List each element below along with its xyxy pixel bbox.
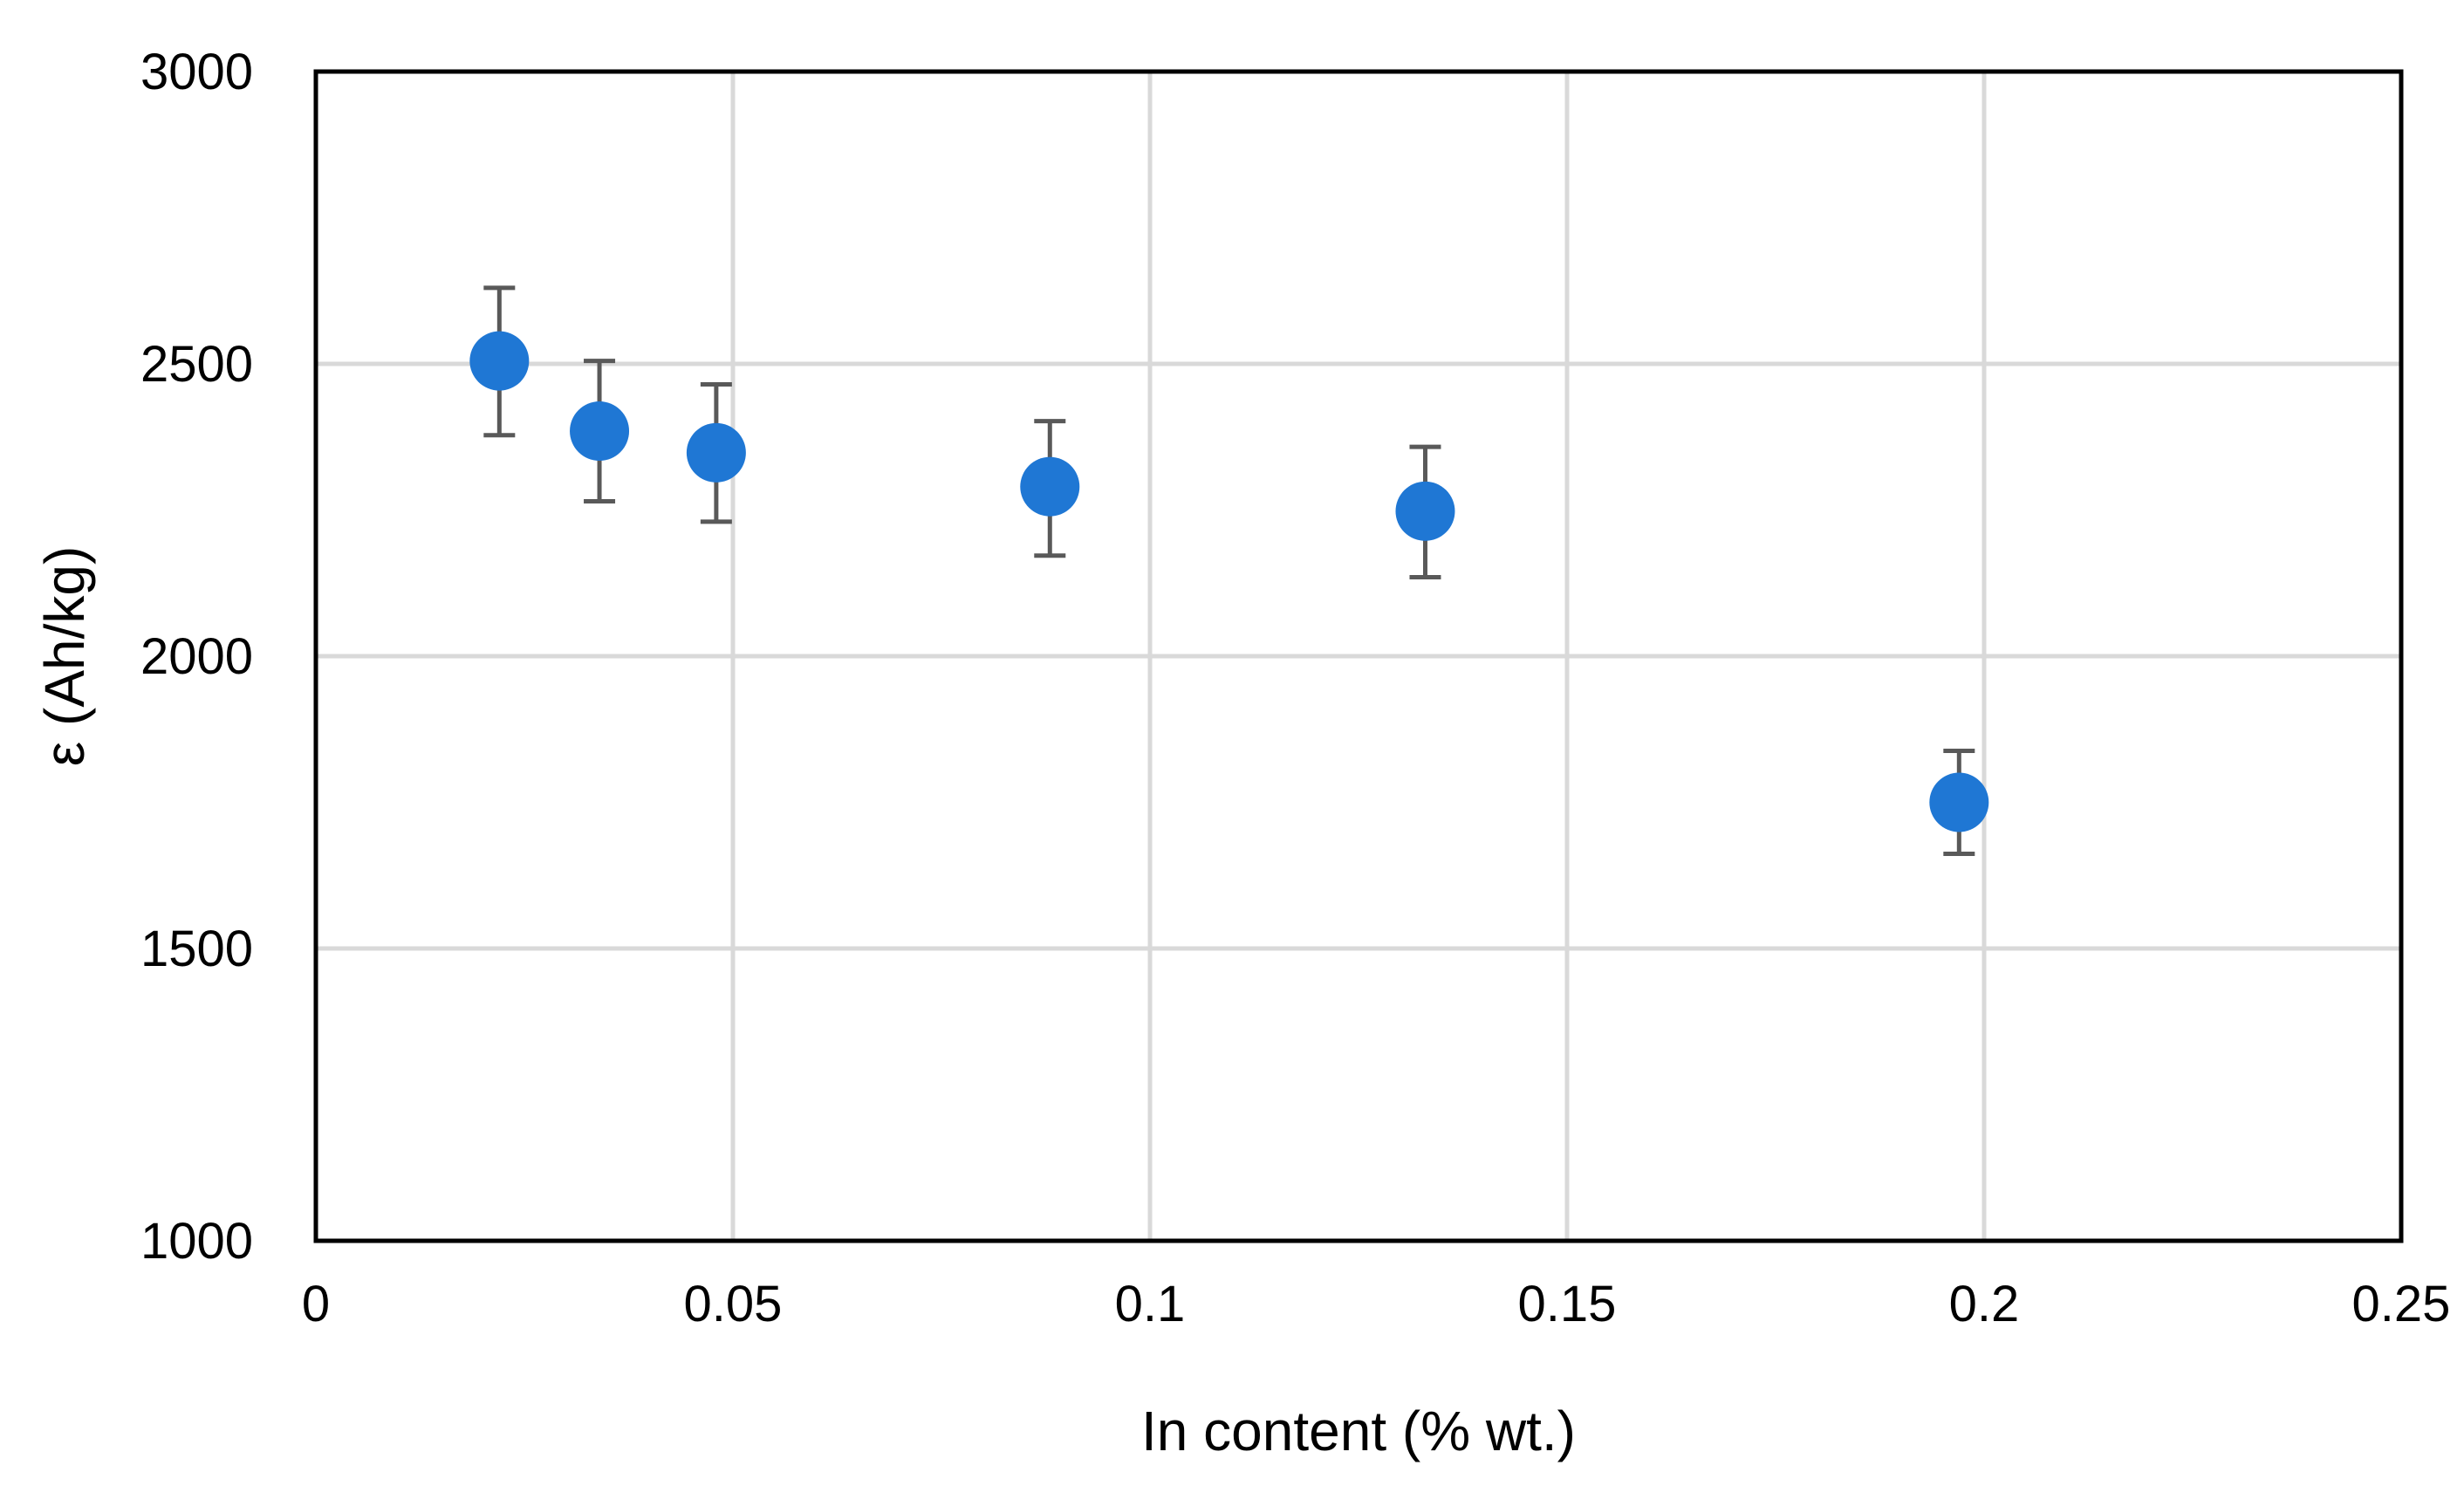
x-tick-label: 0.25 xyxy=(2352,1276,2451,1332)
y-axis-tick-labels: 1000 1500 2000 2500 3000 xyxy=(140,44,253,1270)
y-tick-label: 1500 xyxy=(140,921,253,977)
y-tick-label: 1000 xyxy=(140,1213,253,1270)
data-point xyxy=(1395,481,1455,541)
data-point-group xyxy=(469,285,530,438)
y-tick-label: 2000 xyxy=(140,628,253,685)
data-point-group xyxy=(686,381,746,524)
data-point xyxy=(1020,456,1080,517)
data-point-group xyxy=(570,359,630,503)
data-point-group xyxy=(1929,749,1989,856)
data-point-group xyxy=(1020,419,1080,558)
plot-area-frame xyxy=(313,69,2404,1243)
data-point xyxy=(686,422,746,483)
x-tick-label: 0.15 xyxy=(1518,1276,1617,1332)
data-point xyxy=(469,331,530,391)
x-axis-tick-labels: 0 0.05 0.1 0.15 0.2 0.25 xyxy=(302,1276,2451,1332)
y-axis-title: ε (Ah/kg) xyxy=(33,546,96,767)
y-tick-label: 3000 xyxy=(140,44,253,100)
data-point xyxy=(1929,772,1989,832)
data-point xyxy=(570,401,630,462)
data-point-group xyxy=(1395,444,1455,580)
data-series xyxy=(469,285,1989,856)
y-tick-label: 2500 xyxy=(140,336,253,393)
x-tick-label: 0.1 xyxy=(1115,1276,1186,1332)
x-tick-label: 0.05 xyxy=(684,1276,783,1332)
x-tick-label: 0.2 xyxy=(1949,1276,2020,1332)
x-tick-label: 0 xyxy=(302,1276,330,1332)
x-axis-title: In content (% wt.) xyxy=(1141,1400,1576,1462)
